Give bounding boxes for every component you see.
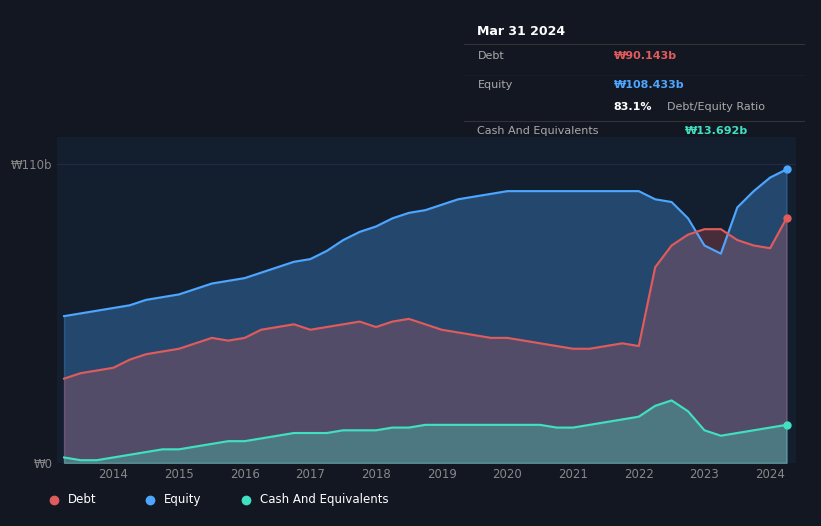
Text: 83.1%: 83.1% [614,102,652,112]
Text: Debt/Equity Ratio: Debt/Equity Ratio [667,102,764,112]
Point [780,421,793,429]
Point [780,165,793,174]
Text: Equity: Equity [163,493,201,506]
Text: Mar 31 2024: Mar 31 2024 [478,25,566,38]
Text: Debt: Debt [67,493,96,506]
Text: Cash And Equivalents: Cash And Equivalents [478,126,599,136]
Text: Cash And Equivalents: Cash And Equivalents [259,493,388,506]
Text: Equity: Equity [478,80,513,90]
Text: Debt: Debt [478,51,504,61]
Text: ₩13.692b: ₩13.692b [686,126,749,136]
Text: ₩90.143b: ₩90.143b [614,51,677,61]
Text: ₩108.433b: ₩108.433b [614,80,685,90]
Point [780,214,793,222]
